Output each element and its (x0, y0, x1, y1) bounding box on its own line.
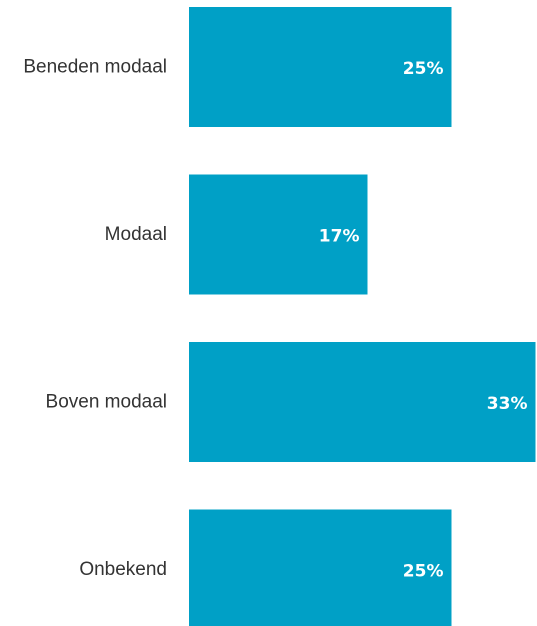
category-label: Boven modaal (46, 392, 167, 413)
value-label: 33% (487, 394, 528, 414)
bars-group (189, 7, 536, 626)
category-label: Modaal (105, 224, 167, 245)
bar-modaal (189, 174, 368, 295)
bar-beneden-modaal (189, 7, 452, 127)
value-label: 25% (403, 562, 444, 582)
category-label: Beneden modaal (23, 57, 167, 78)
value-label: 17% (319, 227, 360, 247)
value-label: 25% (403, 59, 444, 79)
category-labels: Beneden modaal Modaal Boven modaal Onbekend (23, 57, 167, 581)
value-labels: 25% 17% 33% 25% (319, 59, 528, 582)
bar-boven-modaal (189, 342, 536, 462)
category-label: Onbekend (79, 559, 167, 580)
bar-onbekend (189, 509, 452, 626)
